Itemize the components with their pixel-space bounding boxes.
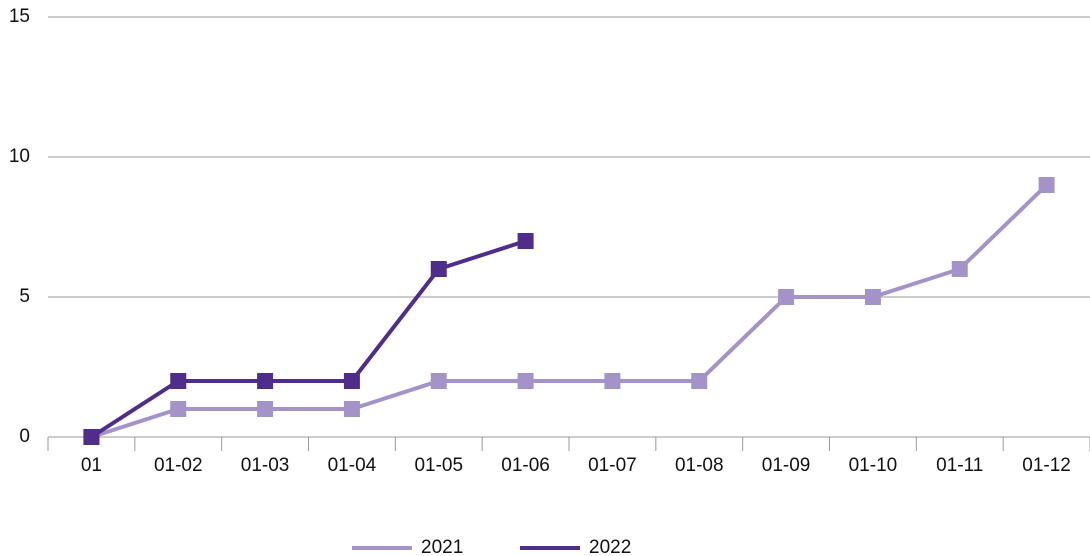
point-marker xyxy=(517,373,534,389)
x-tick-label: 01-03 xyxy=(241,455,290,476)
legend-label: 2022 xyxy=(589,537,631,556)
point-marker xyxy=(257,373,274,389)
series-line xyxy=(90,183,1048,439)
x-tick-label: 01-04 xyxy=(328,455,377,476)
point-marker xyxy=(778,289,795,305)
point-marker xyxy=(257,401,274,417)
x-tick-label: 01-07 xyxy=(588,455,637,476)
point-marker xyxy=(83,429,100,445)
x-tick-label: 01 xyxy=(81,455,102,476)
x-tick-label: 01-09 xyxy=(762,455,811,476)
point-marker xyxy=(343,373,360,389)
point-marker xyxy=(430,261,447,277)
point-marker xyxy=(170,401,187,417)
point-marker xyxy=(343,401,360,417)
x-tick-label: 01-08 xyxy=(675,455,724,476)
x-tick-label: 01-11 xyxy=(936,455,983,476)
y-tick-label: 5 xyxy=(19,286,30,307)
y-tick-label: 10 xyxy=(9,146,30,167)
y-tick-label: 15 xyxy=(9,6,30,27)
point-marker xyxy=(604,373,621,389)
x-tick-label: 01-10 xyxy=(849,455,898,476)
point-marker xyxy=(430,373,447,389)
legend-label: 2021 xyxy=(421,537,463,556)
x-tick-label: 01-05 xyxy=(414,455,463,476)
point-marker xyxy=(170,373,187,389)
point-marker xyxy=(1038,177,1055,193)
point-marker xyxy=(864,289,881,305)
series-line xyxy=(90,239,527,439)
point-marker xyxy=(951,261,968,277)
x-tick-label: 01-02 xyxy=(154,455,203,476)
point-marker xyxy=(691,373,708,389)
y-tick-label: 0 xyxy=(19,426,30,447)
point-marker xyxy=(517,233,534,249)
x-tick-label: 01-06 xyxy=(501,455,550,476)
x-tick-label: 01-12 xyxy=(1022,455,1071,476)
